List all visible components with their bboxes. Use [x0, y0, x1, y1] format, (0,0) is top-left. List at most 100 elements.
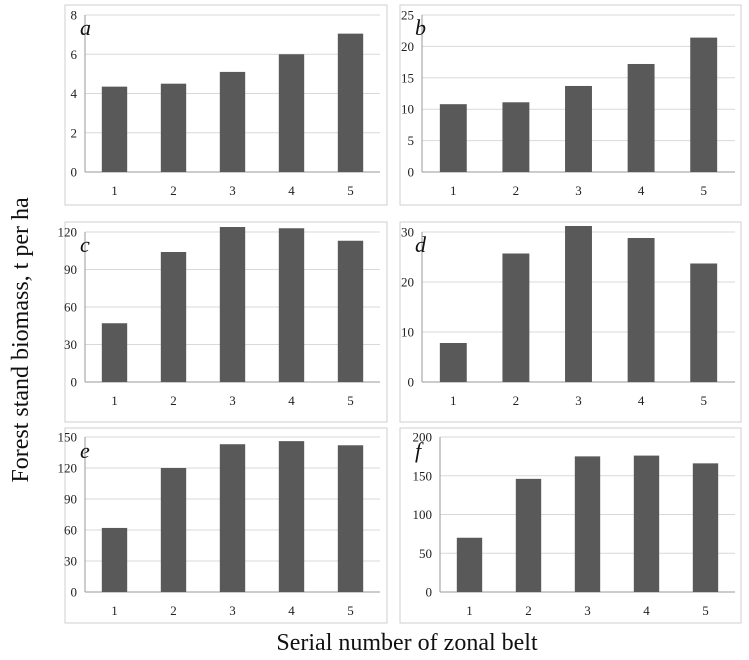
bar-d-4 — [627, 238, 655, 382]
x-tick-label: 1 — [111, 603, 118, 618]
panel-a: 0 2 4 6 8 1 2 3 4 5 a — [64, 4, 388, 206]
bar-f-5 — [692, 463, 719, 592]
y-tick-label: 10 — [401, 325, 414, 340]
x-tick-label: 3 — [575, 393, 582, 408]
bar-f-2 — [515, 478, 542, 592]
bar-a-3 — [219, 71, 246, 172]
bar-c-4 — [278, 228, 305, 382]
panel-label-e: e — [80, 438, 90, 463]
y-tick-label: 30 — [401, 225, 414, 240]
bar-e-5 — [337, 445, 364, 592]
y-tick-label: 10 — [401, 102, 414, 117]
y-tick-label: 20 — [401, 39, 414, 54]
x-tick-label: 5 — [700, 393, 707, 408]
x-tick-label: 2 — [170, 603, 177, 618]
y-tick-label: 15 — [401, 70, 414, 85]
y-tick-label: 120 — [58, 225, 78, 240]
bar-a-4 — [278, 54, 305, 172]
x-tick-label: 3 — [584, 603, 591, 618]
y-tick-label: 5 — [408, 133, 415, 148]
y-tick-label: 4 — [71, 86, 78, 101]
panel-frame — [399, 427, 742, 624]
x-tick-label: 5 — [347, 393, 354, 408]
bar-b-1 — [439, 104, 467, 172]
panel-c: 0 30 60 90 120 1 2 3 4 5 c — [58, 221, 388, 423]
x-tick-label: 1 — [450, 183, 457, 198]
bar-e-3 — [219, 444, 246, 592]
y-tick-label: 200 — [413, 430, 433, 445]
y-tick-label: 0 — [408, 375, 415, 390]
x-tick-label: 5 — [702, 603, 709, 618]
x-tick-label: 4 — [638, 183, 645, 198]
x-tick-label: 4 — [288, 603, 295, 618]
x-axis-title: Serial number of zonal belt — [276, 630, 538, 656]
bar-c-2 — [160, 252, 187, 382]
x-tick-label: 5 — [347, 183, 354, 198]
y-tick-label: 100 — [413, 507, 433, 522]
y-tick-label: 2 — [71, 125, 78, 140]
bar-c-1 — [101, 323, 128, 382]
bar-d-2 — [502, 253, 530, 382]
y-tick-label: 90 — [64, 492, 77, 507]
x-tick-label: 4 — [288, 183, 295, 198]
panel-label-d: d — [415, 232, 427, 257]
y-tick-label: 60 — [64, 523, 77, 538]
x-tick-label: 2 — [525, 603, 532, 618]
panel-label-a: a — [80, 15, 91, 40]
x-tick-label: 1 — [111, 393, 118, 408]
x-tick-label: 5 — [700, 183, 707, 198]
y-tick-label: 0 — [71, 375, 78, 390]
y-tick-label: 30 — [64, 337, 77, 352]
y-tick-label: 120 — [58, 461, 78, 476]
y-tick-label: 0 — [408, 165, 415, 180]
x-tick-label: 4 — [643, 603, 650, 618]
x-tick-label: 1 — [111, 183, 118, 198]
y-tick-label: 20 — [401, 275, 414, 290]
x-tick-label: 3 — [229, 393, 236, 408]
x-tick-label: 3 — [229, 603, 236, 618]
x-tick-label: 4 — [638, 393, 645, 408]
panel-label-f: f — [415, 438, 424, 463]
bar-e-1 — [101, 527, 128, 592]
panel-label-b: b — [415, 15, 426, 40]
y-tick-label: 50 — [419, 546, 432, 561]
x-tick-label: 3 — [229, 183, 236, 198]
y-tick-label: 150 — [58, 430, 78, 445]
x-tick-label: 2 — [513, 393, 520, 408]
x-tick-label: 2 — [170, 183, 177, 198]
panel-label-c: c — [80, 232, 90, 257]
y-tick-label: 60 — [64, 300, 77, 315]
bar-d-5 — [690, 263, 718, 382]
bar-b-4 — [627, 63, 655, 172]
x-tick-label: 1 — [450, 393, 457, 408]
bar-d-3 — [565, 226, 592, 382]
bar-a-5 — [337, 33, 364, 172]
bar-d-1 — [439, 343, 467, 382]
y-tick-label: 0 — [71, 165, 78, 180]
panel-d: 0 10 20 30 1 2 3 4 5 d — [399, 221, 742, 423]
y-tick-label: 0 — [71, 585, 78, 600]
bar-a-1 — [101, 86, 128, 172]
y-axis-title: Forest stand biomass, t per ha — [8, 197, 34, 483]
bar-c-5 — [337, 240, 364, 382]
panel-e: 0 30 60 90 120 150 1 2 3 4 5 e — [58, 427, 388, 624]
bar-b-5 — [690, 37, 718, 172]
y-tick-label: 90 — [64, 262, 77, 277]
x-tick-label: 4 — [288, 393, 295, 408]
bar-b-3 — [565, 85, 592, 172]
bar-f-1 — [456, 537, 483, 592]
y-tick-label: 150 — [413, 468, 433, 483]
panel-f: 0 50 100 150 200 1 2 3 4 5 f — [399, 427, 742, 624]
bar-a-2 — [160, 83, 187, 172]
bar-e-4 — [278, 441, 305, 592]
bar-f-3 — [574, 456, 601, 592]
x-tick-label: 5 — [347, 603, 354, 618]
bar-c-3 — [219, 227, 246, 382]
x-tick-label: 1 — [466, 603, 473, 618]
y-tick-label: 0 — [426, 585, 433, 600]
panel-b: 0 5 10 15 20 25 1 2 3 4 5 b — [399, 4, 742, 206]
bar-f-4 — [633, 455, 660, 592]
y-tick-label: 30 — [64, 554, 77, 569]
